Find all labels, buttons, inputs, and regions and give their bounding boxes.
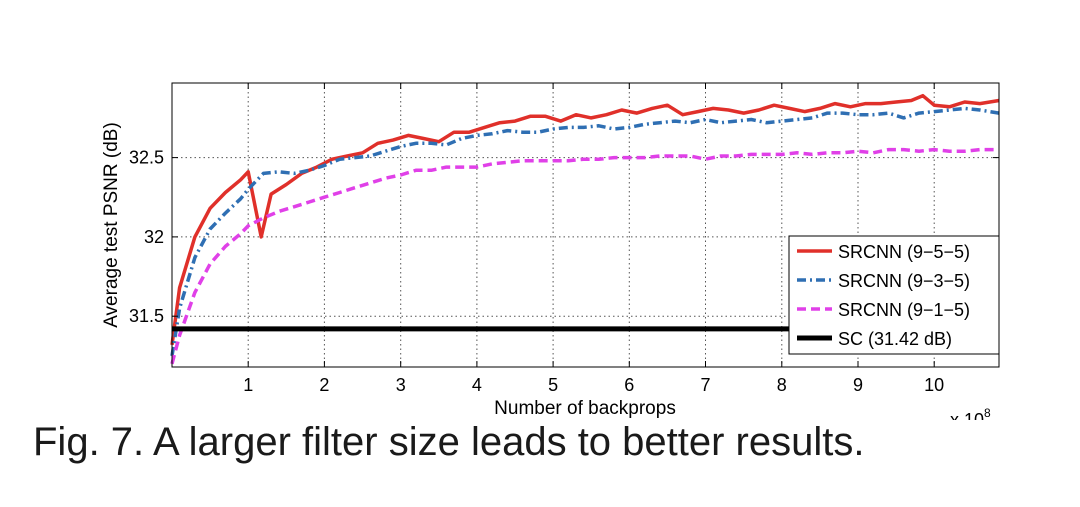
axis-ticks: 1 2 3 4 5 6 7 8 9 10 31.5 32 32.5 xyxy=(129,83,999,395)
series-line-srcnn-9-5-5 xyxy=(170,93,1000,346)
legend-label: SC (31.42 dB) xyxy=(838,329,952,349)
x-tick-label: 4 xyxy=(472,375,482,395)
x-tick-label: 7 xyxy=(700,375,710,395)
legend: SRCNN (9−5−5) SRCNN (9−3−5) SRCNN (9−1−5) S… xyxy=(788,235,1000,355)
y-tick-label: 31.5 xyxy=(129,306,164,326)
x-axis-exponent-base: x 10 xyxy=(950,410,984,420)
x-tick-label: 3 xyxy=(396,375,406,395)
y-axis-label: Average test PSNR (dB) xyxy=(101,122,122,328)
legend-label: SRCNN (9−3−5) xyxy=(838,271,970,291)
y-tick-label: 32.5 xyxy=(129,148,164,168)
plot-area-frame xyxy=(171,82,1000,368)
x-tick-label: 9 xyxy=(853,375,863,395)
y-tick-label: 32 xyxy=(144,227,164,247)
legend-label: SRCNN (9−1−5) xyxy=(838,300,970,320)
x-tick-label: 1 xyxy=(243,375,253,395)
x-axis-label: Number of backprops xyxy=(494,398,676,419)
series-line-srcnn-9-3-5 xyxy=(170,106,1000,357)
x-tick-label: 6 xyxy=(624,375,634,395)
figure-caption: Fig. 7. A larger filter size leads to be… xyxy=(33,420,865,464)
chart-svg: 1 2 3 4 5 6 7 8 9 10 31.5 32 32.5 Number of backprop… xyxy=(101,82,1000,430)
x-tick-label: 8 xyxy=(777,375,787,395)
legend-box xyxy=(788,235,1000,355)
legend-label: SRCNN (9−5−5) xyxy=(838,242,970,262)
x-tick-label: 2 xyxy=(319,375,329,395)
x-axis-exponent-power: 8 xyxy=(984,406,991,420)
series-line-srcnn-9-1-5 xyxy=(170,147,999,365)
x-tick-label: 10 xyxy=(924,375,944,395)
x-tick-label: 5 xyxy=(548,375,558,395)
